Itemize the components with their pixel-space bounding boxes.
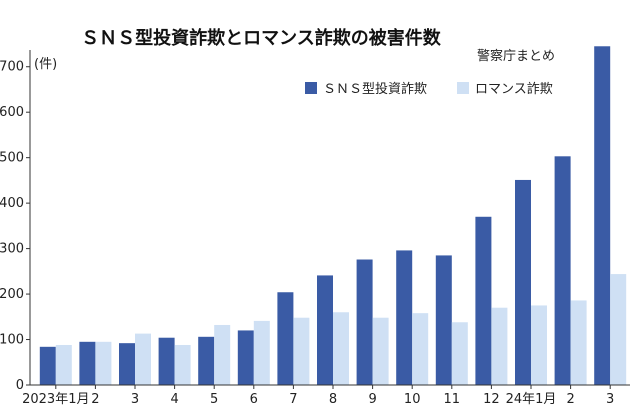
bar-sns-investment [435,255,452,385]
bar-romance [253,320,270,385]
bar-romance [610,274,627,385]
x-tick-label: 9 [368,392,376,407]
bar-sns-investment [39,346,56,385]
legend-swatch [457,82,469,94]
bar-romance [570,300,587,385]
x-tick-label: 12 [483,392,500,407]
bar-romance [412,313,429,385]
bar-sns-investment [119,343,135,385]
bar-romance [55,344,72,385]
x-tick-label: 5 [210,392,218,407]
x-axis-ticks: 2023年1月 2 3 4 5 6 7 8 9 10 11 12 24年1月 2 3 [22,385,614,407]
bar-romance [135,333,151,385]
x-tick-label: 11 [444,392,461,407]
y-tick-label: 200 [0,287,24,302]
x-tick-label: 2023年1月 [22,392,89,407]
bar-romance [333,312,349,385]
bar-romance [491,307,508,385]
legend-label: ロマンス詐欺 [475,81,553,97]
x-tick-label: 2 [566,392,574,407]
bar-sns-investment [79,341,96,385]
x-tick-label: 8 [329,392,337,407]
y-tick-label: 100 [0,333,24,348]
x-tick-label: 7 [289,392,297,407]
bar-romance [95,341,112,385]
bar-sns-investment [198,336,215,385]
bar-romance [214,324,231,385]
bar-romance [451,322,468,385]
y-axis-ticks: 0 100 200 300 400 500 600 700 [0,60,30,393]
legend-label: ＳＮＳ型投資詐欺 [323,81,427,97]
x-tick-label: 2 [91,392,99,407]
bar-sns-investment [475,216,492,385]
y-tick-label: 400 [0,196,24,211]
bar-sns-investment [317,275,333,385]
x-tick-label: 6 [250,392,258,407]
x-tick-label: 4 [170,392,178,407]
x-tick-label: 24年1月 [506,392,557,407]
bar-sns-investment [554,156,571,385]
legend: ＳＮＳ型投資詐欺 ロマンス詐欺 [305,81,553,97]
bar-romance [372,317,389,385]
y-tick-label: 700 [0,60,24,75]
y-tick-label: 500 [0,151,24,166]
chart-title: ＳＮＳ型投資詐欺とロマンス詐欺の被害件数 [81,27,442,49]
bar-sns-investment [396,250,413,385]
bar-sns-investment [277,292,294,385]
bar-romance [531,305,547,385]
bars [39,46,627,385]
x-tick-label: 10 [404,392,421,407]
y-tick-label: 0 [16,378,24,393]
y-axis-unit: (件) [34,57,57,72]
x-tick-label: 3 [131,392,139,407]
bar-sns-investment [594,46,611,385]
bar-romance [174,344,191,385]
y-tick-label: 300 [0,242,24,257]
bar-romance [293,317,310,385]
bar-sns-investment [237,330,254,385]
legend-swatch [305,82,317,94]
source-note: 警察庁まとめ [477,48,555,64]
bar-sns-investment [515,179,531,385]
y-tick-label: 600 [0,105,24,120]
bar-sns-investment [158,337,175,385]
bar-sns-investment [356,259,373,385]
x-tick-label: 3 [606,392,614,407]
